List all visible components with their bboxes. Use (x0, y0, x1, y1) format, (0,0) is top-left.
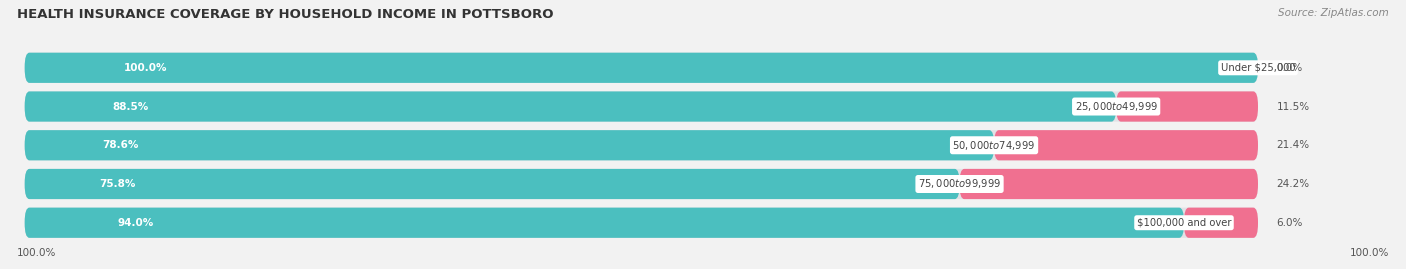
Text: 6.0%: 6.0% (1277, 218, 1303, 228)
FancyBboxPatch shape (25, 91, 1116, 122)
Text: HEALTH INSURANCE COVERAGE BY HOUSEHOLD INCOME IN POTTSBORO: HEALTH INSURANCE COVERAGE BY HOUSEHOLD I… (17, 8, 554, 21)
Text: 100.0%: 100.0% (17, 248, 56, 258)
Text: 11.5%: 11.5% (1277, 101, 1309, 112)
FancyBboxPatch shape (25, 130, 994, 160)
FancyBboxPatch shape (25, 208, 1184, 238)
Text: $75,000 to $99,999: $75,000 to $99,999 (918, 178, 1001, 190)
FancyBboxPatch shape (25, 169, 959, 199)
FancyBboxPatch shape (1116, 91, 1258, 122)
Text: 88.5%: 88.5% (112, 101, 148, 112)
FancyBboxPatch shape (25, 169, 1258, 199)
Text: 94.0%: 94.0% (118, 218, 153, 228)
Text: 78.6%: 78.6% (103, 140, 139, 150)
Text: 24.2%: 24.2% (1277, 179, 1309, 189)
Text: $25,000 to $49,999: $25,000 to $49,999 (1074, 100, 1157, 113)
Text: $100,000 and over: $100,000 and over (1136, 218, 1232, 228)
Text: $50,000 to $74,999: $50,000 to $74,999 (952, 139, 1036, 152)
Text: 75.8%: 75.8% (100, 179, 136, 189)
FancyBboxPatch shape (25, 208, 1258, 238)
FancyBboxPatch shape (25, 53, 1258, 83)
Text: Under $25,000: Under $25,000 (1220, 63, 1295, 73)
FancyBboxPatch shape (959, 169, 1258, 199)
Text: 0.0%: 0.0% (1277, 63, 1303, 73)
FancyBboxPatch shape (25, 130, 1258, 160)
Text: Source: ZipAtlas.com: Source: ZipAtlas.com (1278, 8, 1389, 18)
FancyBboxPatch shape (25, 53, 1258, 83)
Text: 21.4%: 21.4% (1277, 140, 1309, 150)
FancyBboxPatch shape (994, 130, 1258, 160)
Text: 100.0%: 100.0% (124, 63, 167, 73)
Text: 100.0%: 100.0% (1350, 248, 1389, 258)
FancyBboxPatch shape (25, 91, 1258, 122)
FancyBboxPatch shape (1184, 208, 1258, 238)
